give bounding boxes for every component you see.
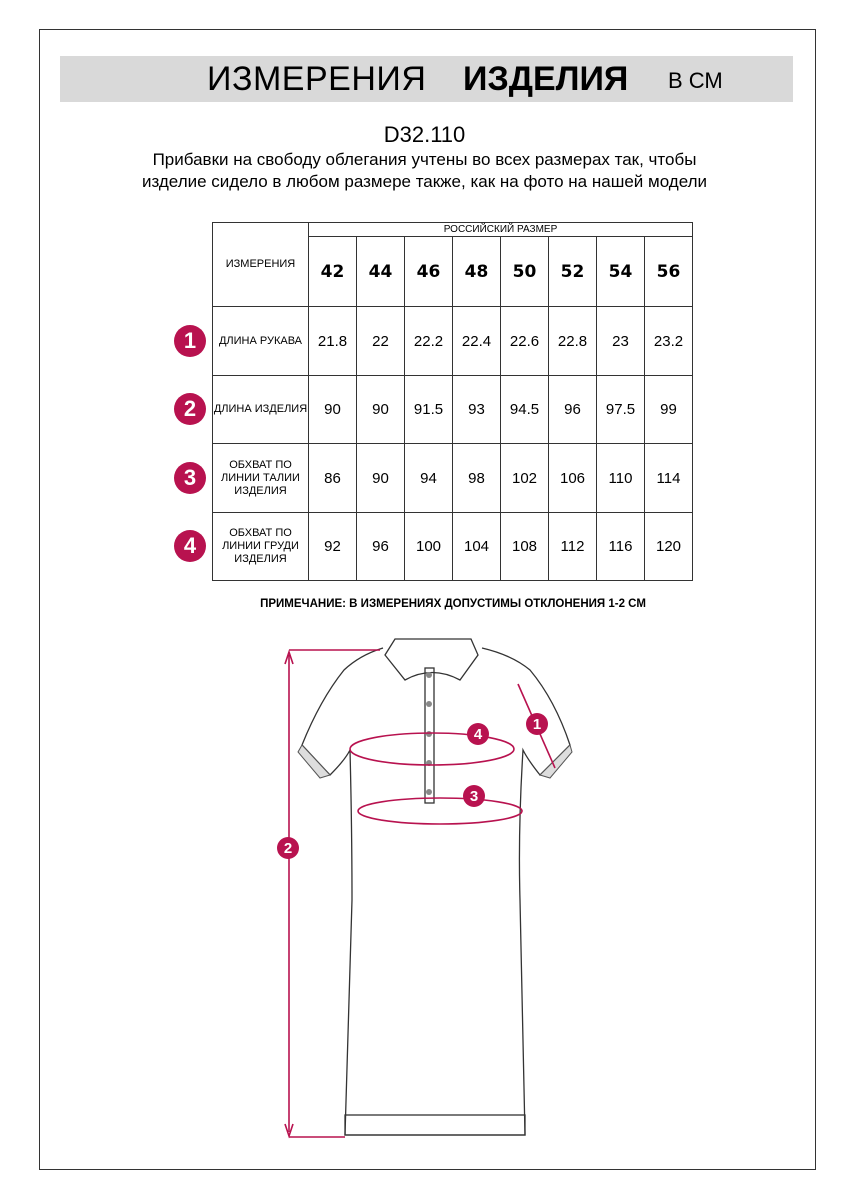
cell-value: 22.6 — [500, 306, 549, 376]
size-56: 56 — [644, 236, 693, 307]
cell-value: 92 — [308, 512, 357, 581]
product-code: D32.110 — [383, 122, 466, 147]
cell-value: 120 — [644, 512, 693, 581]
cell-value: 96 — [548, 375, 597, 444]
title-part1: ИЗМЕРЕНИЯ — [207, 60, 427, 98]
cell-value: 106 — [548, 443, 597, 513]
cell-value: 114 — [644, 443, 693, 513]
row-number-badge: 2 — [174, 393, 206, 425]
size-50: 50 — [500, 236, 549, 307]
size-44: 44 — [356, 236, 405, 307]
cell-value: 94 — [404, 443, 453, 513]
marker-3: 3 — [470, 788, 478, 805]
cell-value: 100 — [404, 512, 453, 581]
title-part2: ИЗДЕЛИЯ — [463, 60, 629, 98]
title-banner — [60, 56, 793, 102]
cell-value: 90 — [356, 443, 405, 513]
cell-value: 96 — [356, 512, 405, 581]
placket — [424, 667, 435, 804]
row-label: ДЛИНА РУКАВА — [212, 306, 309, 376]
measure-header: ИЗМЕРЕНИЯ — [212, 222, 309, 307]
marker-4: 4 — [474, 726, 483, 743]
cell-value: 23.2 — [644, 306, 693, 376]
cell-value: 112 — [548, 512, 597, 581]
size-54: 54 — [596, 236, 645, 307]
cell-value: 102 — [500, 443, 549, 513]
note: ПРИМЕЧАНИЕ: В ИЗМЕРЕНИЯХ ДОПУСТИМЫ ОТКЛО… — [260, 598, 646, 610]
cell-value: 108 — [500, 512, 549, 581]
marker-1: 1 — [533, 716, 541, 733]
cell-value: 97.5 — [596, 375, 645, 444]
size-42: 42 — [308, 236, 357, 307]
row-label: ОБХВАТ ПО ЛИНИИ ГРУДИ ИЗДЕЛИЯ — [212, 512, 309, 581]
row-number-badge: 1 — [174, 324, 206, 357]
collar — [384, 638, 479, 681]
size-46: 46 — [404, 236, 453, 307]
table-row: ДЛИНА РУКАВА 21.8 22 22.2 22.4 22.6 22.8 23 23.2 — [212, 306, 693, 376]
size-table: ИЗМЕРЕНИЯ РОССИЙСКИЙ РАЗМЕР 42 44 46 48 50 52 5… — [212, 222, 693, 581]
row-number-badge: 3 — [174, 461, 206, 494]
cell-value: 110 — [596, 443, 645, 513]
marker-2: 2 — [284, 840, 292, 857]
description: Прибавки на свободу облегания учтены во … — [141, 150, 708, 191]
title-unit: В СМ — [668, 68, 723, 93]
cell-value: 22.4 — [452, 306, 501, 376]
cell-value: 22 — [356, 306, 405, 376]
cell-value: 91.5 — [404, 375, 453, 444]
cell-value: 116 — [596, 512, 645, 581]
cell-value: 99 — [644, 375, 693, 444]
cell-value: 93 — [452, 375, 501, 444]
page-frame — [39, 29, 816, 1170]
cell-value: 104 — [452, 512, 501, 581]
table-row: ОБХВАТ ПО ЛИНИИ ТАЛИИ ИЗДЕЛИЯ 86 90 94 98 102… — [212, 443, 693, 513]
row-number-badge: 4 — [174, 530, 206, 562]
hem-band — [344, 1114, 526, 1136]
table-row: ОБХВАТ ПО ЛИНИИ ГРУДИ ИЗДЕЛИЯ 92 96 100 104 1… — [212, 512, 693, 581]
